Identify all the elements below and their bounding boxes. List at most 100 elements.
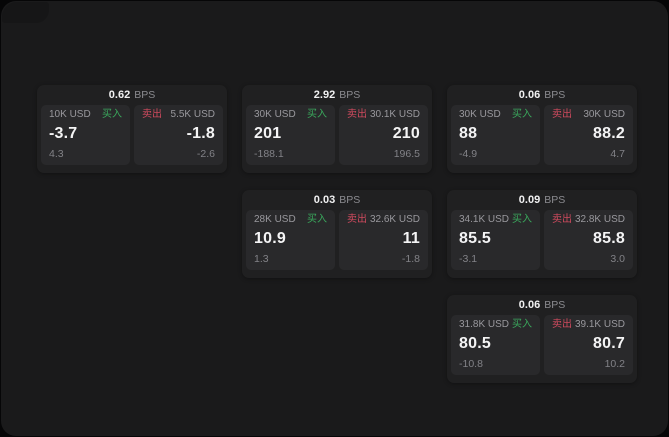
bps-value: 0.06 [518, 298, 541, 311]
buy-tile[interactable]: 28K USD 买入 10.9 1.3 [246, 210, 335, 270]
buy-change: -4.9 [459, 147, 478, 160]
buy-size-label: 30K USD [459, 109, 501, 120]
card-header: 0.62 BPS [37, 85, 227, 105]
buy-tile[interactable]: 30K USD 买入 88 -4.9 [451, 105, 540, 165]
buy-change: -3.1 [459, 252, 478, 265]
buy-tile[interactable]: 34.1K USD 买入 85.5 -3.1 [451, 210, 540, 270]
buy-size-label: 31.8K USD [459, 319, 510, 330]
bps-value: 0.03 [313, 193, 336, 206]
bps-value: 0.06 [518, 88, 541, 101]
buy-tile-top: 10K USD 买入 [49, 110, 122, 120]
quote-card: 0.09 BPS 34.1K USD 买入 85.5 -3.1 卖出 32.8K… [447, 190, 637, 278]
quote-card: 0.03 BPS 28K USD 买入 10.9 1.3 卖出 32.6K US… [242, 190, 432, 278]
sell-tile-top: 卖出 39.1K USD [552, 320, 625, 330]
bps-unit: BPS [544, 193, 566, 206]
sell-tile[interactable]: 卖出 5.5K USD -1.8 -2.6 [134, 105, 223, 165]
sell-size-label: 5.5K USD [170, 109, 215, 120]
buy-side-badge: 买入 [512, 109, 532, 120]
card-header: 0.09 BPS [447, 190, 637, 210]
bps-unit: BPS [544, 88, 566, 101]
card-body: 10K USD 买入 -3.7 4.3 卖出 5.5K USD -1.8 -2.… [37, 105, 227, 169]
sell-side-badge: 卖出 [552, 214, 572, 225]
sell-side-badge: 卖出 [347, 214, 367, 225]
sell-side-badge: 卖出 [552, 109, 572, 120]
bps-value: 0.62 [108, 88, 131, 101]
buy-tile-top: 34.1K USD 买入 [459, 215, 532, 225]
buy-side-badge: 买入 [307, 214, 327, 225]
sell-tile[interactable]: 卖出 30.1K USD 210 196.5 [339, 105, 428, 165]
sell-tile[interactable]: 卖出 39.1K USD 80.7 10.2 [544, 315, 633, 375]
sell-tile-top: 卖出 30.1K USD [347, 110, 420, 120]
sell-side-badge: 卖出 [347, 109, 367, 120]
sell-price: 11 [402, 230, 420, 248]
card-body: 30K USD 买入 201 -188.1 卖出 30.1K USD 210 1… [242, 105, 432, 169]
sell-size-label: 32.6K USD [369, 214, 420, 225]
sell-price: 85.8 [593, 230, 625, 248]
buy-change: -188.1 [254, 147, 284, 160]
bps-unit: BPS [544, 298, 566, 311]
card-header: 2.92 BPS [242, 85, 432, 105]
buy-price: -3.7 [49, 125, 78, 143]
quote-card: 0.06 BPS 31.8K USD 买入 80.5 -10.8 卖出 39.1… [447, 295, 637, 383]
buy-side-badge: 买入 [102, 109, 122, 120]
sell-change: -2.6 [196, 147, 215, 160]
buy-side-badge: 买入 [512, 214, 532, 225]
card-body: 28K USD 买入 10.9 1.3 卖出 32.6K USD 11 -1.8 [242, 210, 432, 274]
buy-size-label: 10K USD [49, 109, 91, 120]
buy-tile-top: 30K USD 买入 [254, 110, 327, 120]
bps-unit: BPS [134, 88, 156, 101]
sell-tile[interactable]: 卖出 32.8K USD 85.8 3.0 [544, 210, 633, 270]
buy-change: 1.3 [254, 252, 269, 265]
sell-change: -1.8 [401, 252, 420, 265]
buy-size-label: 34.1K USD [459, 214, 510, 225]
buy-size-label: 28K USD [254, 214, 296, 225]
sell-tile-top: 卖出 32.8K USD [552, 215, 625, 225]
sell-size-label: 30K USD [583, 109, 625, 120]
buy-tile[interactable]: 31.8K USD 买入 80.5 -10.8 [451, 315, 540, 375]
sell-size-label: 32.8K USD [574, 214, 625, 225]
buy-price: 85.5 [459, 230, 491, 248]
buy-tile-top: 31.8K USD 买入 [459, 320, 532, 330]
sell-side-badge: 卖出 [552, 319, 572, 330]
card-header: 0.06 BPS [447, 85, 637, 105]
sell-change: 3.0 [610, 252, 625, 265]
buy-tile[interactable]: 30K USD 买入 201 -188.1 [246, 105, 335, 165]
buy-price: 88 [459, 125, 478, 143]
card-body: 31.8K USD 买入 80.5 -10.8 卖出 39.1K USD 80.… [447, 315, 637, 379]
buy-price: 80.5 [459, 335, 491, 353]
bps-value: 2.92 [313, 88, 336, 101]
card-body: 30K USD 买入 88 -4.9 卖出 30K USD 88.2 4.7 [447, 105, 637, 169]
buy-side-badge: 买入 [512, 319, 532, 330]
sell-change: 4.7 [610, 147, 625, 160]
bps-unit: BPS [339, 193, 361, 206]
card-body: 34.1K USD 买入 85.5 -3.1 卖出 32.8K USD 85.8… [447, 210, 637, 274]
sell-size-label: 39.1K USD [574, 319, 625, 330]
sell-change: 196.5 [393, 147, 420, 160]
sell-tile[interactable]: 卖出 32.6K USD 11 -1.8 [339, 210, 428, 270]
sell-price: 210 [392, 125, 420, 143]
sell-tile-top: 卖出 30K USD [552, 110, 625, 120]
sell-price: 88.2 [593, 125, 625, 143]
sell-tile[interactable]: 卖出 30K USD 88.2 4.7 [544, 105, 633, 165]
buy-size-label: 30K USD [254, 109, 296, 120]
sell-price: 80.7 [593, 335, 625, 353]
bps-value: 0.09 [518, 193, 541, 206]
card-header: 0.03 BPS [242, 190, 432, 210]
buy-tile-top: 28K USD 买入 [254, 215, 327, 225]
quote-card: 2.92 BPS 30K USD 买入 201 -188.1 卖出 30.1K … [242, 85, 432, 173]
buy-change: 4.3 [49, 147, 64, 160]
sell-price: -1.8 [186, 125, 215, 143]
buy-side-badge: 买入 [307, 109, 327, 120]
card-header: 0.06 BPS [447, 295, 637, 315]
bps-unit: BPS [339, 88, 361, 101]
sell-tile-top: 卖出 32.6K USD [347, 215, 420, 225]
window-corner-accent [2, 2, 49, 23]
buy-tile[interactable]: 10K USD 买入 -3.7 4.3 [41, 105, 130, 165]
sell-size-label: 30.1K USD [369, 109, 420, 120]
buy-change: -10.8 [459, 357, 483, 370]
buy-price: 10.9 [254, 230, 286, 248]
sell-tile-top: 卖出 5.5K USD [142, 110, 215, 120]
quote-card: 0.06 BPS 30K USD 买入 88 -4.9 卖出 30K USD 8… [447, 85, 637, 173]
